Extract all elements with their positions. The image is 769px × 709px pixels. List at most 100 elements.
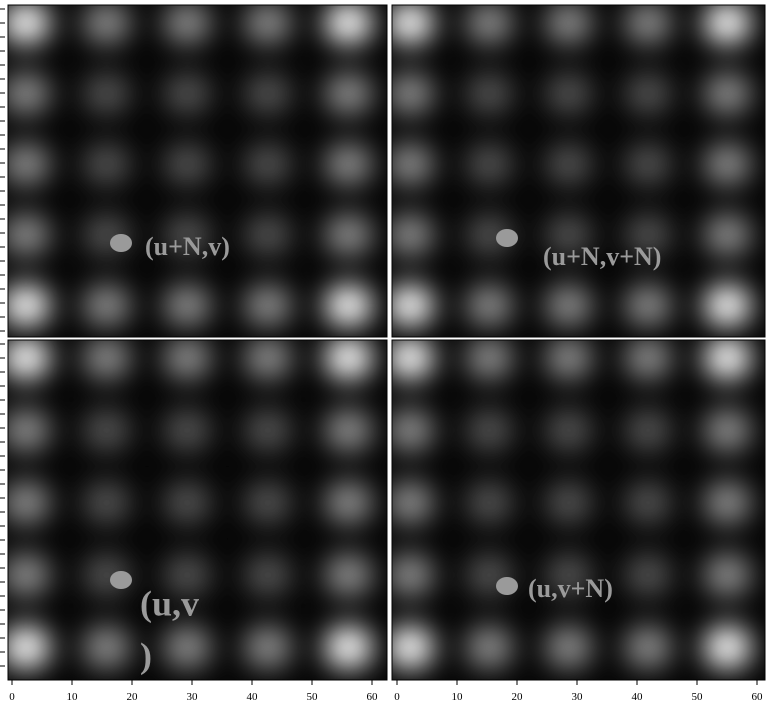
blob	[243, 143, 293, 186]
x-tick-label: 50	[692, 691, 704, 703]
panel: (u+N,v+N)	[391, 4, 766, 338]
blob	[392, 408, 434, 453]
blob	[243, 480, 293, 525]
x-tick-label: 30	[187, 691, 199, 703]
marker-dot	[496, 229, 518, 247]
blob	[392, 340, 434, 380]
blob	[624, 143, 672, 186]
blob	[703, 625, 752, 670]
blob	[465, 340, 514, 380]
blob	[82, 143, 131, 186]
blobs	[392, 5, 752, 327]
blob	[163, 340, 212, 380]
blob	[324, 340, 373, 380]
blob	[163, 408, 212, 453]
blob	[703, 480, 752, 525]
blobs	[392, 340, 752, 670]
pattern	[8, 340, 373, 670]
blob	[624, 625, 672, 670]
blob	[624, 408, 672, 453]
blob	[324, 5, 373, 45]
blob	[392, 213, 434, 257]
blobs	[8, 340, 373, 670]
blob	[392, 553, 434, 597]
blob	[8, 143, 51, 186]
x-tick-label: 60	[752, 691, 764, 703]
point-label: )	[140, 636, 152, 676]
blob	[544, 72, 593, 115]
blob	[243, 284, 293, 327]
blob	[392, 625, 434, 670]
x-tick-label: 20	[512, 691, 524, 703]
blob	[163, 480, 212, 525]
blob	[392, 143, 434, 186]
blob	[243, 553, 293, 597]
blob	[163, 625, 212, 670]
blob	[544, 553, 593, 597]
blob	[392, 480, 434, 525]
blob	[324, 143, 373, 186]
marker-dot	[110, 571, 132, 589]
blob	[624, 340, 672, 380]
blob	[465, 284, 514, 327]
blob	[703, 284, 752, 327]
blob	[82, 5, 131, 45]
blob	[324, 408, 373, 453]
blob	[465, 143, 514, 186]
blob	[8, 213, 51, 257]
panel: (u,v)	[0, 339, 388, 681]
blob	[243, 408, 293, 453]
blob	[8, 284, 51, 327]
blob	[8, 625, 51, 670]
blob	[324, 213, 373, 257]
blob	[163, 213, 212, 257]
blob	[624, 5, 672, 45]
blob	[544, 480, 593, 525]
blob	[324, 480, 373, 525]
panel-frame	[7, 4, 388, 338]
blob	[703, 340, 752, 380]
blob	[82, 480, 131, 525]
blob	[324, 625, 373, 670]
panel: (u,v+N)	[391, 339, 766, 681]
blob	[703, 72, 752, 115]
blob	[8, 553, 51, 597]
blob	[243, 213, 293, 257]
blob	[544, 408, 593, 453]
blob	[392, 72, 434, 115]
blob	[703, 213, 752, 257]
x-tick-label: 60	[367, 691, 379, 703]
blob	[163, 553, 212, 597]
blob	[465, 5, 514, 45]
blob	[163, 72, 212, 115]
x-tick-label: 0	[9, 691, 15, 703]
x-tick-label: 40	[632, 691, 644, 703]
panel-frame	[7, 339, 388, 681]
blob	[544, 213, 593, 257]
blob	[544, 5, 593, 45]
pattern	[392, 340, 752, 670]
point-label: (u+N,v)	[145, 232, 230, 261]
blob	[243, 625, 293, 670]
blob	[703, 143, 752, 186]
blobs	[8, 5, 373, 327]
point-label: (u,v	[140, 584, 199, 624]
blob	[703, 553, 752, 597]
blob	[8, 72, 51, 115]
blob	[324, 72, 373, 115]
panel-frame	[391, 339, 766, 681]
blob	[324, 553, 373, 597]
blob	[324, 284, 373, 327]
blob	[465, 72, 514, 115]
blob	[392, 284, 434, 327]
blob	[163, 284, 212, 327]
blob	[82, 284, 131, 327]
x-tick-label: 0	[394, 691, 400, 703]
blob	[243, 340, 293, 380]
blob	[82, 625, 131, 670]
marker-dot	[110, 234, 132, 252]
blob	[82, 72, 131, 115]
blob	[82, 340, 131, 380]
panel: (u+N,v)	[0, 4, 388, 338]
